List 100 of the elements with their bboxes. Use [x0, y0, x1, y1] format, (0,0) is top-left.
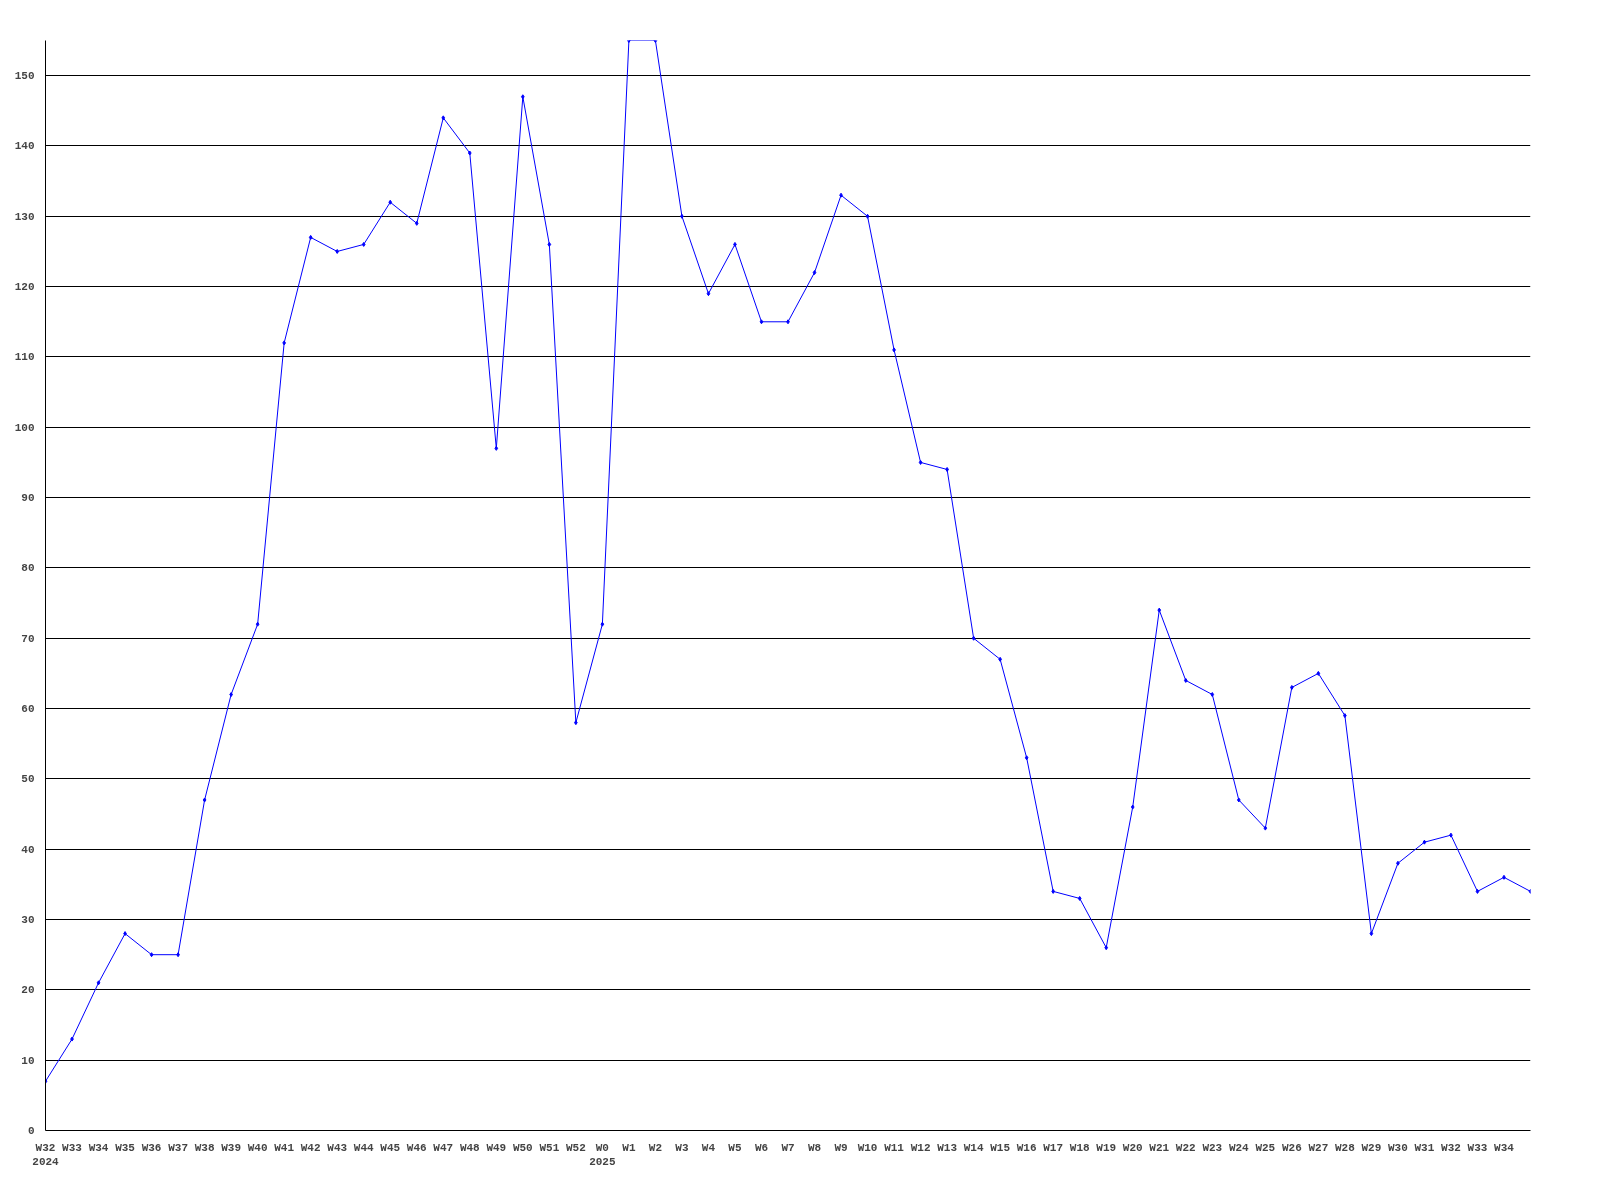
x-tick-label: W11	[884, 1141, 905, 1154]
point	[494, 445, 499, 451]
x-tick-label: W52	[565, 1141, 586, 1154]
x-tick-label: W13	[937, 1141, 958, 1154]
point	[786, 319, 790, 325]
x-tick-label: W47	[433, 1141, 454, 1154]
y-tick-label: 80	[21, 562, 35, 575]
x-tick-label: W19	[1096, 1141, 1117, 1154]
y-tick-label: 120	[14, 281, 35, 294]
point	[1236, 797, 1241, 803]
x-tick-label: W21	[1149, 1141, 1170, 1154]
point	[1449, 832, 1453, 838]
x-tick-label: W2	[648, 1141, 663, 1154]
x-tick-label: W24	[1228, 1141, 1250, 1154]
x-tick-label: W22	[1175, 1141, 1196, 1154]
point	[865, 213, 870, 219]
x-tick-label: W43	[327, 1141, 348, 1154]
x-tick-label: W34	[88, 1141, 109, 1154]
point	[414, 220, 419, 226]
x-tick-label: W39	[221, 1141, 242, 1154]
x-tick-label: W41	[274, 1141, 295, 1154]
point	[706, 291, 711, 297]
y-tick-label: 60	[21, 703, 35, 716]
point	[627, 40, 631, 43]
point	[1396, 860, 1400, 866]
point	[812, 270, 817, 276]
x-tick-label: W36	[141, 1141, 162, 1154]
point	[1183, 677, 1188, 683]
x-tick-label: W37	[168, 1141, 188, 1154]
x-tick-label: W33	[62, 1141, 83, 1154]
x-tick-label: W17	[1043, 1141, 1064, 1154]
x-tick-label: W27	[1308, 1141, 1329, 1154]
y-tick-label: 0	[27, 1125, 35, 1137]
point	[1316, 670, 1321, 676]
point	[547, 241, 552, 247]
x-tick-label: W0 2025	[589, 1141, 616, 1168]
x-tick-label: W7	[781, 1141, 795, 1154]
x-tick-label: W32	[1441, 1141, 1461, 1154]
point	[255, 621, 260, 627]
point	[1422, 839, 1427, 845]
x-tick-label: W48	[459, 1141, 481, 1154]
point	[1024, 755, 1029, 761]
y-tick-label: 70	[21, 632, 35, 645]
point	[1475, 888, 1480, 894]
y-tick-label: 30	[21, 914, 35, 927]
point	[388, 199, 393, 205]
point	[202, 797, 207, 803]
y-tick-label: 130	[14, 210, 35, 223]
point	[733, 241, 737, 247]
point	[176, 952, 180, 958]
point	[892, 347, 896, 353]
y-tick-label: 40	[21, 843, 35, 856]
point	[520, 94, 525, 100]
x-tick-label: W3	[675, 1141, 689, 1154]
x-tick-label: W28	[1334, 1141, 1356, 1154]
x-tick-label: W14	[963, 1141, 984, 1154]
point	[574, 720, 578, 726]
point	[1263, 825, 1268, 831]
x-tick-label: W18	[1069, 1141, 1090, 1154]
point	[918, 459, 923, 465]
point	[1343, 713, 1347, 719]
point	[96, 980, 101, 986]
y-tick-label: 140	[14, 140, 35, 153]
x-tick-label: W38	[194, 1141, 215, 1154]
point	[123, 931, 127, 937]
x-tick-label: W12	[910, 1141, 931, 1154]
x-tick-label: W20	[1122, 1141, 1143, 1154]
x-tick-label: W16	[1016, 1141, 1037, 1154]
point	[1077, 895, 1082, 901]
point	[441, 115, 446, 121]
point	[971, 635, 976, 641]
x-tick-label: W42	[300, 1141, 321, 1154]
point	[1290, 684, 1294, 690]
x-tick-label: W5	[728, 1141, 742, 1154]
x-tick-label: W33	[1467, 1141, 1488, 1154]
x-tick-label: W4	[701, 1141, 716, 1154]
x-tick-label: W15	[990, 1141, 1011, 1154]
x-tick-label: W35	[115, 1141, 136, 1154]
point	[680, 213, 684, 219]
point	[1502, 874, 1506, 880]
y-tick-label: 20	[21, 984, 35, 997]
x-tick-label: W49	[486, 1141, 507, 1154]
point	[308, 234, 313, 240]
point	[1210, 692, 1215, 697]
x-tick-label: W32 2024	[32, 1141, 60, 1168]
x-tick-label: W23	[1202, 1141, 1223, 1154]
y-tick-label: 90	[21, 492, 35, 505]
x-tick-label: W40	[247, 1141, 268, 1154]
y-tick-label: 100	[14, 421, 35, 434]
x-tick-label: W51	[539, 1141, 560, 1154]
y-tick-label: 50	[21, 773, 35, 786]
point	[998, 656, 1002, 662]
x-tick-label: W25	[1255, 1141, 1276, 1154]
point	[1157, 607, 1162, 613]
point	[282, 340, 286, 346]
x-tick-label: W29	[1361, 1141, 1382, 1154]
point	[1369, 931, 1374, 937]
x-tick-label: W9	[834, 1141, 848, 1154]
x-tick-label: W26	[1281, 1141, 1302, 1154]
x-tick-label: W10	[857, 1141, 878, 1154]
